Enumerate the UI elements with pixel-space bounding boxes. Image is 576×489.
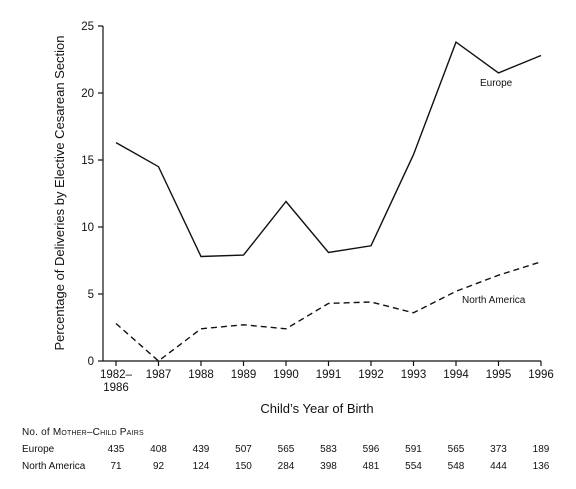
x-tick-label: 1989 (231, 369, 257, 381)
series-line-north-america (115, 261, 542, 362)
x-tick-label: 1987 (146, 369, 172, 381)
x-tick-label: 1993 (401, 369, 427, 381)
x-tick-label: 1995 (486, 369, 512, 381)
y-tick-label: 20 (81, 88, 94, 100)
series-label: Europe (480, 78, 513, 89)
series-label: North America (462, 295, 526, 306)
x-tick-label: 1990 (273, 369, 299, 381)
x-tick-label: 1988 (188, 369, 214, 381)
x-tick-label: 1994 (443, 369, 469, 381)
x-tick-label: 1986 (103, 382, 129, 394)
x-tick-label: 1992 (358, 369, 384, 381)
chart-series (115, 40, 542, 362)
x-axis-title: Child’s Year of Birth (260, 401, 373, 416)
y-tick-label: 15 (81, 155, 94, 167)
y-tick-label: 10 (81, 222, 94, 234)
series-line-europe (115, 40, 542, 258)
y-tick-label: 0 (88, 356, 94, 368)
y-axis-title: Percentage of Deliveries by Elective Ces… (52, 35, 67, 350)
y-tick-label: 25 (81, 21, 94, 33)
y-tick-label: 5 (88, 289, 94, 301)
chart-axes: 0 5 10 15 20 25 1982–1986 1987 1988 1989 1990 1991 1… (81, 21, 554, 394)
x-tick-label: 1982– (100, 369, 133, 381)
x-tick-label: 1996 (528, 369, 554, 381)
chart-labels: Child’s Year of Birth Percentage of Deliv… (52, 35, 526, 416)
x-tick-label: 1991 (316, 369, 342, 381)
